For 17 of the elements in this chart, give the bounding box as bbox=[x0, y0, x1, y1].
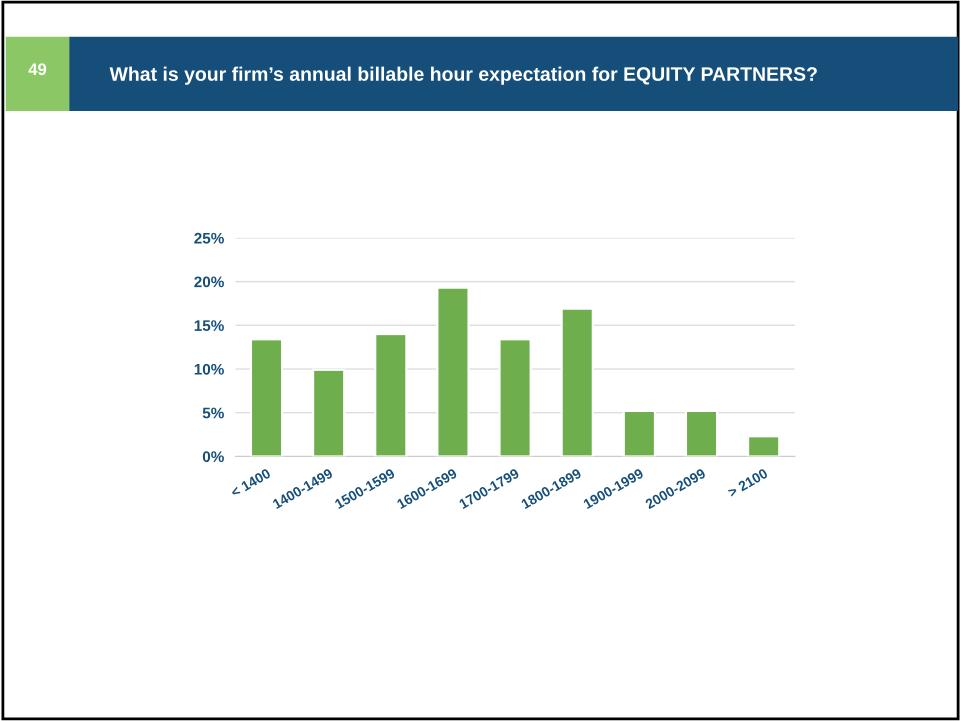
bar bbox=[312, 368, 346, 456]
y-tick-label: 15% bbox=[194, 320, 224, 331]
chart-title: What is your firm’s annual billable hour expectation for EQUITY PARTNERS? bbox=[110, 66, 817, 85]
bar bbox=[374, 333, 408, 456]
y-tick-label: 5% bbox=[202, 408, 224, 418]
bar bbox=[498, 338, 532, 456]
y-tick-label: 20% bbox=[194, 276, 224, 288]
x-tick-label: > 2100 bbox=[727, 468, 768, 498]
bar bbox=[747, 435, 780, 456]
y-tick-label: 25% bbox=[194, 232, 224, 244]
bar bbox=[560, 308, 594, 456]
bar bbox=[250, 338, 284, 456]
text: 49 bbox=[28, 63, 46, 76]
x-tick-label: < 1400 bbox=[230, 468, 272, 498]
bar bbox=[436, 286, 470, 456]
y-tick-label: 10% bbox=[194, 364, 224, 375]
y-tick-label: 0% bbox=[202, 451, 224, 462]
